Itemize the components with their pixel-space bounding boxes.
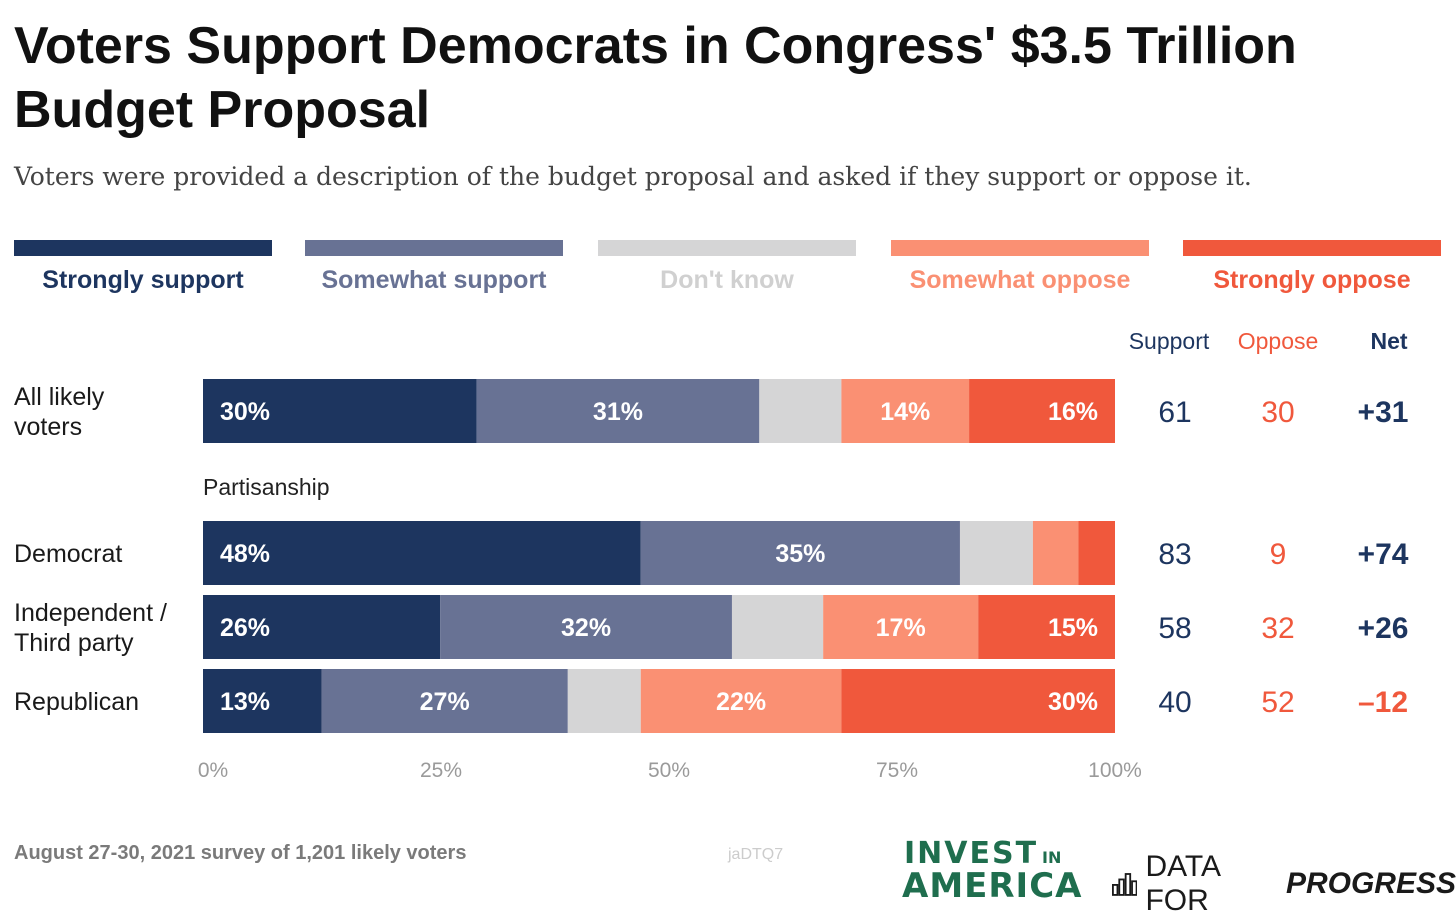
- bar-segment: [640, 669, 842, 733]
- bar-segment: [203, 521, 641, 585]
- bar-segment: [203, 379, 477, 443]
- chart-subtitle: Voters were provided a description of th…: [14, 162, 1252, 191]
- group-label-partisanship: Partisanship: [203, 474, 330, 500]
- row-label-all-likely-voters: All likely voters: [14, 382, 104, 442]
- bar-segment: [759, 379, 842, 443]
- chart-code: jaDTQ7: [728, 846, 784, 863]
- oppose-column-header: Oppose: [1237, 328, 1319, 354]
- net-column-header: Net: [1370, 328, 1408, 354]
- x-tick-label: 25%: [420, 759, 462, 782]
- legend-swatch: [1183, 240, 1441, 256]
- bar-segment: [440, 595, 732, 659]
- bar-segment: [841, 379, 970, 443]
- row-label-independent: Independent / Third party: [14, 598, 167, 658]
- bar-segment: [476, 379, 760, 443]
- oppose-value: 32: [1261, 612, 1294, 645]
- bar-value-label: 30%: [220, 398, 270, 426]
- legend-strongly-oppose: Strongly oppose: [1183, 240, 1441, 295]
- row-label-line: Democrat: [14, 540, 123, 568]
- bar-value-label: 48%: [220, 540, 270, 568]
- support-value: 61: [1158, 396, 1191, 429]
- row-label-line: Republican: [14, 688, 140, 716]
- bar-segment: [969, 379, 1115, 443]
- legend-swatch: [305, 240, 563, 256]
- stacked-bar-chart: 30% 31% 14% 16% 61 30 +31 48% 35% 83 9 +74 26% 32% 17%…: [198, 379, 1409, 782]
- legend-label: Somewhat support: [321, 266, 547, 294]
- bar-value-label: 31%: [593, 398, 643, 426]
- invest-in-america-logo: INVEST IN AMERICA: [902, 836, 1082, 906]
- net-value: +26: [1358, 612, 1409, 645]
- row-label-line: voters: [14, 413, 83, 441]
- logo-text: INVEST: [904, 836, 1039, 871]
- bar-value-label: 17%: [876, 614, 926, 642]
- logo-text: AMERICA: [902, 866, 1083, 906]
- bar-value-label: 35%: [775, 540, 825, 568]
- dfp-text: DATA FOR: [1145, 850, 1220, 917]
- logo-text: IN: [1042, 848, 1062, 867]
- support-value: 58: [1158, 612, 1191, 645]
- support-column-header: Support: [1128, 328, 1210, 354]
- legend-somewhat-oppose: Somewhat oppose: [891, 240, 1149, 295]
- bar-segment: [567, 669, 641, 733]
- legend-label: Strongly support: [42, 266, 244, 294]
- bar-value-label: 14%: [880, 398, 930, 426]
- bar-chart-icon: [1112, 873, 1138, 896]
- bar-segment: [321, 669, 568, 733]
- bar-value-label: 15%: [1048, 614, 1098, 642]
- bar-segment: [978, 595, 1115, 659]
- bar-value-label: 27%: [420, 688, 470, 716]
- oppose-value: 30: [1261, 396, 1294, 429]
- support-value: 83: [1158, 538, 1191, 571]
- bar-value-label: 32%: [561, 614, 611, 642]
- dfp-text-bold: PROGRESS: [1285, 867, 1456, 900]
- bar-value-label: 22%: [716, 688, 766, 716]
- net-value: –12: [1358, 686, 1408, 719]
- legend-somewhat-support: Somewhat support: [305, 240, 563, 295]
- legend-label: Somewhat oppose: [909, 266, 1131, 294]
- x-tick-label: 0%: [198, 759, 228, 782]
- x-tick-label: 75%: [876, 759, 918, 782]
- survey-note: August 27-30, 2021 survey of 1,201 likel…: [14, 842, 467, 864]
- oppose-value: 9: [1270, 538, 1287, 571]
- legend-label: Strongly oppose: [1213, 266, 1411, 294]
- legend-swatch: [598, 240, 856, 256]
- x-tick-label: 100%: [1088, 759, 1142, 782]
- bar-segment: [640, 521, 960, 585]
- row-label-democrat: Democrat: [14, 539, 122, 569]
- row-label-line: Third party: [14, 629, 134, 657]
- legend-swatch: [891, 240, 1149, 256]
- support-value: 40: [1158, 686, 1191, 719]
- bar-value-label: 30%: [1048, 688, 1098, 716]
- bar-segment: [203, 595, 441, 659]
- bar-segment: [823, 595, 979, 659]
- bar-segment: [203, 669, 322, 733]
- row-label-line: Independent /: [14, 599, 167, 627]
- net-value: +31: [1358, 396, 1409, 429]
- bar-value-label: 26%: [220, 614, 270, 642]
- legend-label: Don't know: [660, 266, 794, 294]
- legend-swatch: [14, 240, 272, 256]
- legend-dont-know: Don't know: [598, 240, 856, 295]
- data-for-progress-logo: DATA FOR PROGRESS: [1112, 850, 1456, 918]
- bar-value-label: 13%: [220, 688, 270, 716]
- x-tick-label: 50%: [648, 759, 690, 782]
- bar-segment: [841, 669, 1115, 733]
- bar-segment: [1032, 521, 1079, 585]
- net-value: +74: [1358, 538, 1409, 571]
- bar-segment: [731, 595, 824, 659]
- oppose-value: 52: [1261, 686, 1294, 719]
- bar-segment: [1078, 521, 1115, 585]
- bar-value-label: 16%: [1048, 398, 1098, 426]
- legend-strongly-support: Strongly support: [14, 240, 272, 295]
- chart-title: Voters Support Democrats in Congress' $3…: [14, 17, 1297, 139]
- bar-segment: [959, 521, 1033, 585]
- row-label-line: All likely: [14, 383, 105, 411]
- row-label-republican: Republican: [14, 687, 139, 717]
